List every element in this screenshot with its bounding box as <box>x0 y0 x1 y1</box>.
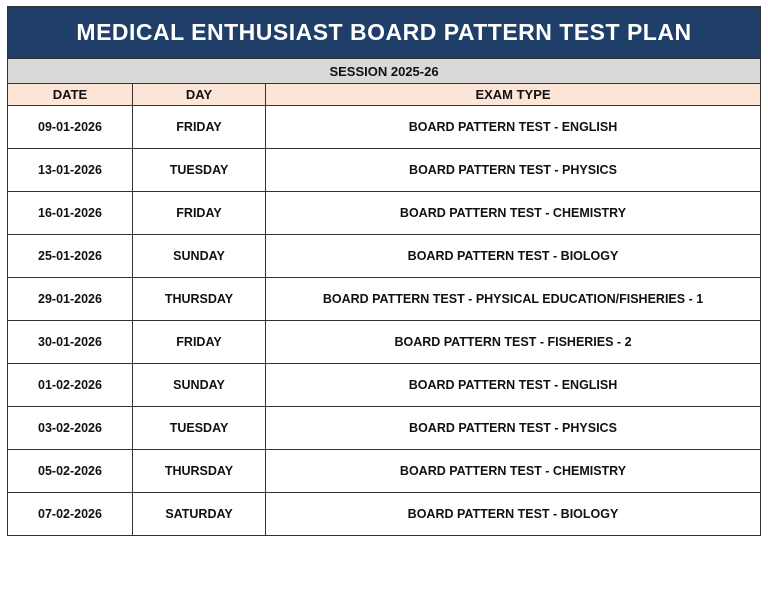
column-header: DATE <box>7 83 133 106</box>
day-cell: FRIDAY <box>132 105 266 149</box>
exam-cell: BOARD PATTERN TEST - FISHERIES - 2 <box>265 320 761 364</box>
table-row: 01-02-2026 SUNDAY BOARD PATTERN TEST - ENG… <box>7 363 761 407</box>
date-cell: 09-01-2026 <box>7 105 133 149</box>
date-cell: 30-01-2026 <box>7 320 133 364</box>
day-cell: FRIDAY <box>132 191 266 235</box>
header-row: DATE DAY EXAM TYPE <box>7 83 761 106</box>
exam-cell: BOARD PATTERN TEST - PHYSICS <box>265 406 761 450</box>
table-row: 03-02-2026 TUESDAY BOARD PATTERN TEST - PH… <box>7 406 761 450</box>
day-cell: TUESDAY <box>132 406 266 450</box>
column-header: DAY <box>132 83 266 106</box>
title: MEDICAL ENTHUSIAST BOARD PATTERN TEST PL… <box>7 6 761 59</box>
date-cell: 03-02-2026 <box>7 406 133 450</box>
table-row: 05-02-2026 THURSDAY BOARD PATTERN TEST - C… <box>7 449 761 493</box>
day-cell: SUNDAY <box>132 363 266 407</box>
day-cell: SATURDAY <box>132 492 266 536</box>
exam-cell: BOARD PATTERN TEST - ENGLISH <box>265 105 761 149</box>
table-row: 16-01-2026 FRIDAY BOARD PATTERN TEST - CHE… <box>7 191 761 235</box>
exam-cell: BOARD PATTERN TEST - PHYSICS <box>265 148 761 192</box>
date-cell: 07-02-2026 <box>7 492 133 536</box>
day-cell: THURSDAY <box>132 449 266 493</box>
exam-cell: BOARD PATTERN TEST - PHYSICAL EDUCATION/… <box>265 277 761 321</box>
date-cell: 29-01-2026 <box>7 277 133 321</box>
date-cell: 13-01-2026 <box>7 148 133 192</box>
exam-cell: BOARD PATTERN TEST - ENGLISH <box>265 363 761 407</box>
column-header: EXAM TYPE <box>265 83 761 106</box>
session: SESSION 2025-26 <box>7 58 761 84</box>
day-cell: TUESDAY <box>132 148 266 192</box>
date-cell: 05-02-2026 <box>7 449 133 493</box>
table-row: 25-01-2026 SUNDAY BOARD PATTERN TEST - BIO… <box>7 234 761 278</box>
exam-cell: BOARD PATTERN TEST - CHEMISTRY <box>265 191 761 235</box>
exam-cell: BOARD PATTERN TEST - BIOLOGY <box>265 234 761 278</box>
test-plan-table: MEDICAL ENTHUSIAST BOARD PATTERN TEST PL… <box>7 6 761 536</box>
date-cell: 16-01-2026 <box>7 191 133 235</box>
day-cell: THURSDAY <box>132 277 266 321</box>
table-row: 09-01-2026 FRIDAY BOARD PATTERN TEST - ENG… <box>7 105 761 149</box>
table-row: 29-01-2026 THURSDAY BOARD PATTERN TEST - P… <box>7 277 761 321</box>
table-row: 30-01-2026 FRIDAY BOARD PATTERN TEST - FIS… <box>7 320 761 364</box>
day-cell: FRIDAY <box>132 320 266 364</box>
exam-cell: BOARD PATTERN TEST - CHEMISTRY <box>265 449 761 493</box>
date-cell: 01-02-2026 <box>7 363 133 407</box>
table-row: 07-02-2026 SATURDAY BOARD PATTERN TEST - B… <box>7 492 761 536</box>
table-row: 13-01-2026 TUESDAY BOARD PATTERN TEST - PH… <box>7 148 761 192</box>
day-cell: SUNDAY <box>132 234 266 278</box>
date-cell: 25-01-2026 <box>7 234 133 278</box>
exam-cell: BOARD PATTERN TEST - BIOLOGY <box>265 492 761 536</box>
